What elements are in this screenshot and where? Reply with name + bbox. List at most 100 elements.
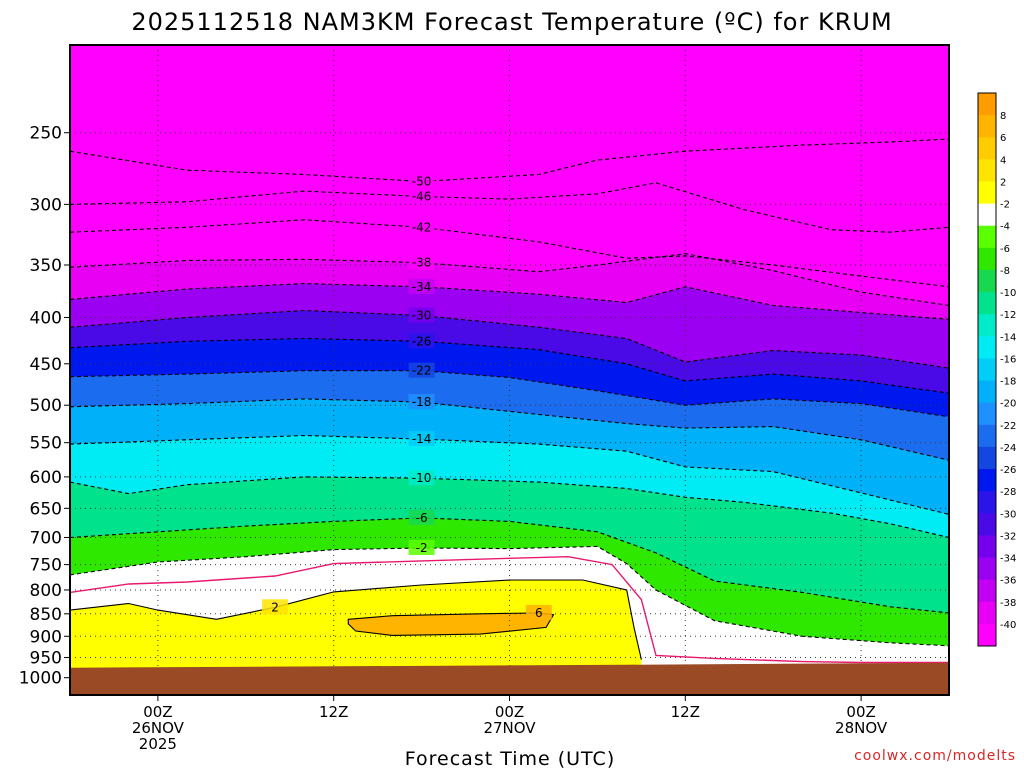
isotherm-label-bg--46 [408,188,435,204]
colorbar-swatch-13 [978,380,996,404]
band-above-6 [348,612,554,636]
isotherm-label--38: -38 [412,256,432,270]
colorbar-swatch-19 [978,513,996,536]
y-tick-label-350: 350 [30,256,62,276]
y-tick-label-1000: 1000 [19,669,62,689]
isotherm-contours: -50-46-42-38-34-30-26-22-18-14-10-6-22 6 [70,138,949,664]
isotherm-label--14: -14 [412,432,432,446]
isotherm-label--42: -42 [412,220,432,234]
colorbar-label--2: -2 [1000,200,1010,211]
colorbar-label--18: -18 [1000,377,1016,388]
colorbar-swatch-22 [978,579,996,603]
isotherm-label-bg--2 [408,540,435,556]
y-tick-label-300: 300 [30,195,62,215]
y-tick-label-550: 550 [30,434,62,454]
x-tick-label-42-0: 12Z [671,703,700,721]
colorbar-swatch-4 [978,181,996,205]
isotherm-label-bg-2 [262,599,289,615]
isotherm--30 [70,309,949,369]
x-tick-label-30-1: 27NOV [483,719,536,737]
y-tick-label-450: 450 [30,355,62,375]
x-tick-label-30-0: 00Z [495,703,524,721]
y-tick-label-500: 500 [30,396,62,416]
isotherm-label-bg--14 [408,431,435,447]
credit-text[interactable]: coolwx.com/modelts [854,748,1016,764]
isotherm-label--34: -34 [412,280,432,294]
colorbar-label--16: -16 [1000,354,1016,365]
isotherm-label-bg--34 [408,278,435,294]
isotherm-label--30: -30 [412,309,432,323]
colorbar-label--6: -6 [1000,244,1010,255]
isotherm--10 [70,476,949,539]
y-tick-label-250: 250 [30,124,62,144]
x-tick-label-6-0: 00Z [143,703,172,721]
colorbar-swatch-3 [978,159,996,182]
isotherm--50 [70,138,949,183]
x-tick-label-54-0: 00Z [846,703,875,721]
colorbar-swatch-24 [978,623,996,647]
colorbar-label--10: -10 [1000,288,1016,299]
colorbar-label--32: -32 [1000,531,1016,542]
y-tick-label-850: 850 [30,605,62,625]
isotherm--22 [70,370,949,418]
isotherm-0 [70,555,949,664]
isotherm-label-bg--26 [408,333,435,349]
isotherm--2 [70,545,949,647]
pressure-axis: 2503003504004505005506006507007508008509… [19,124,70,689]
isotherm-label-bg--50 [408,173,435,189]
grid-lines [70,45,949,695]
colorbar-swatch-17 [978,469,996,492]
x-tick-label-6-2: 2025 [139,735,177,753]
colorbar-label-8: 8 [1000,111,1006,122]
y-tick-label-400: 400 [30,308,62,328]
colorbar-label--28: -28 [1000,487,1016,498]
y-tick-label-950: 950 [30,649,62,669]
colorbar-label-4: 4 [1000,155,1006,166]
colorbar-label--22: -22 [1000,421,1016,432]
isotherm-label-bg--42 [408,219,435,235]
colorbar-label--8: -8 [1000,266,1010,277]
isotherm-label-2: 2 [271,600,279,614]
colorbar-swatch-20 [978,535,996,559]
colorbar-swatch-8 [978,269,996,293]
colorbar-label--12: -12 [1000,310,1016,321]
isotherm-label--18: -18 [412,395,432,409]
isotherm-label-bg--6 [408,509,435,525]
isotherm-6 [347,612,555,636]
isotherm-label-bg--18 [408,394,435,410]
isotherm-2 [70,579,642,660]
x-tick-label-54-1: 28NOV [835,719,888,737]
colorbar-swatch-0 [978,93,996,116]
isotherm-label-bg--10 [408,470,435,486]
x-axis-label: Forecast Time (UTC) [405,748,615,768]
isotherm-label--50: -50 [412,174,432,188]
colorbar-legend: 8 6 4 2 -2 -4 -6 -8 -10 -12 -14 -16 -18 -20 -22 -24 -26 -… [977,92,1016,647]
colorbar-swatch-2 [978,137,996,160]
colorbar-label--36: -36 [1000,576,1016,587]
colorbar-label--38: -38 [1000,598,1016,609]
isotherm-label--46: -46 [412,189,432,203]
colorbar-label--34: -34 [1000,554,1016,565]
colorbar-label-6: 6 [1000,133,1006,144]
y-tick-label-600: 600 [30,468,62,488]
isotherm-label-6: 6 [535,606,543,620]
colorbar-swatch-7 [978,247,996,271]
colorbar-label--4: -4 [1000,222,1010,233]
isotherm--34 [70,283,949,320]
colorbar-swatch-18 [978,491,996,514]
colorbar-swatch-9 [978,292,996,315]
isotherm-label-bg--22 [408,362,435,378]
isotherm--38 [70,253,949,307]
isotherm--18 [70,398,949,461]
isotherm-label--22: -22 [412,364,432,378]
chart-title: 2025112518 NAM3KM Forecast Temperature (… [131,8,892,36]
isotherm-label--2: -2 [416,541,428,555]
colorbar-swatch-5 [978,203,996,227]
colorbar-swatch-14 [978,402,996,426]
colorbar-swatch-16 [978,446,996,470]
colorbar-swatch-21 [978,557,996,581]
isotherm--6 [70,517,949,614]
colorbar-swatch-10 [978,314,996,337]
